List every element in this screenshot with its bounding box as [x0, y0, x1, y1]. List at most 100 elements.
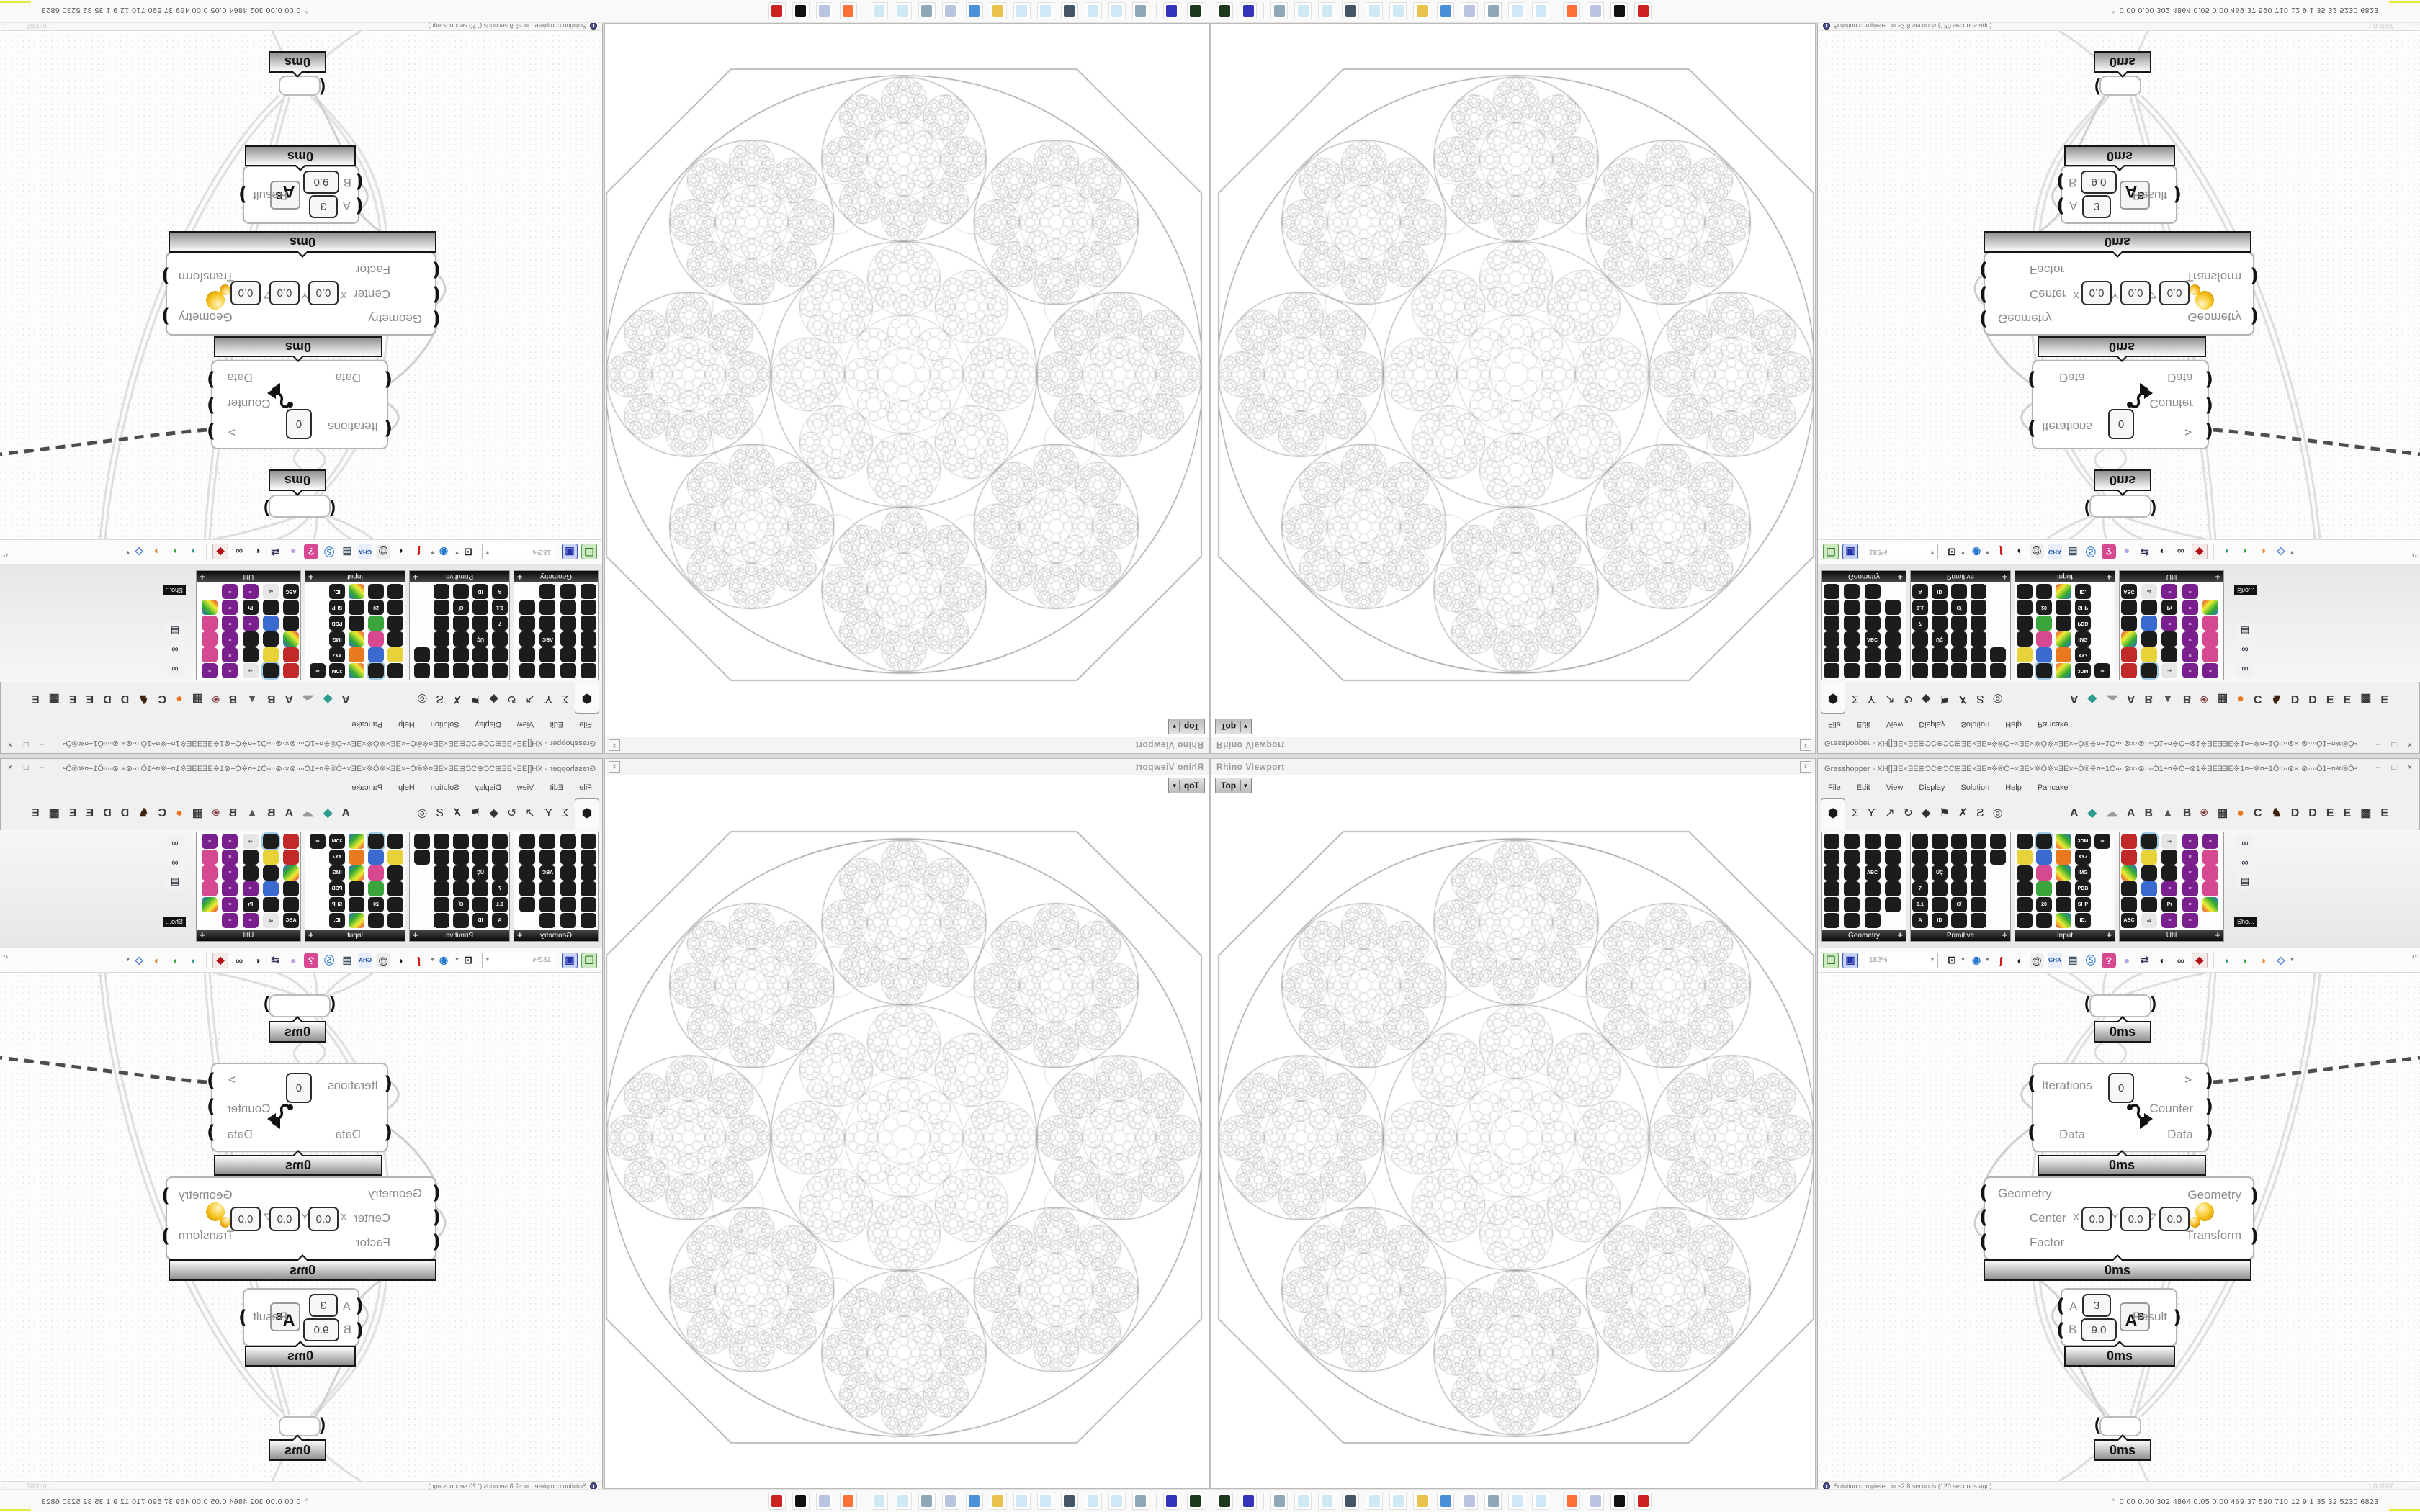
component-icon[interactable] — [2056, 897, 2071, 912]
tab-intersect[interactable]: ✗ — [1958, 693, 1968, 705]
component-icon[interactable] — [368, 616, 384, 631]
component-icon[interactable] — [2141, 616, 2158, 631]
palette-expand-icon[interactable]: ✚ — [2002, 573, 2007, 581]
power-a-value-box[interactable]: 3 — [2082, 195, 2111, 218]
component-icon[interactable] — [560, 600, 576, 615]
component-icon[interactable]: ≡ — [2202, 834, 2218, 849]
palette-expand-icon[interactable]: ✚ — [517, 931, 523, 939]
menu-item-solution[interactable]: Solution — [1960, 783, 1990, 792]
component-icon[interactable] — [1951, 913, 1967, 928]
component-icon[interactable] — [2036, 631, 2052, 647]
component-icon[interactable] — [1864, 584, 1881, 599]
plugin-tab-4[interactable]: B — [2144, 693, 2153, 705]
component-icon[interactable] — [202, 881, 218, 896]
plugin-tab-15[interactable]: E — [68, 807, 77, 819]
definition-canvas[interactable]: ( ) 0ms ( ( ) ) ) Iterations — [0, 31, 602, 539]
profiler-widget[interactable]: 0ms — [1984, 231, 2251, 258]
component-icon[interactable] — [519, 850, 536, 865]
rings-icon[interactable]: ∞ — [236, 954, 243, 966]
component-icon[interactable]: Pr — [2161, 897, 2178, 912]
plugin-tab-17[interactable]: E — [2380, 693, 2388, 705]
component-icon[interactable] — [349, 881, 364, 896]
center-y-value-box[interactable]: 0.0 — [2120, 281, 2151, 305]
component-icon[interactable]: ABC — [539, 631, 556, 647]
palette-expand-icon[interactable]: ✚ — [2002, 931, 2007, 939]
remote-definition-off-icon[interactable]: ∞ — [166, 642, 184, 659]
profiler-widget[interactable]: 0ms — [2094, 51, 2151, 78]
notepad-icon[interactable] — [1013, 2, 1031, 19]
component-icon[interactable] — [283, 897, 299, 912]
profiler-widget[interactable]: 0ms — [214, 1150, 382, 1176]
email-at-icon[interactable]: @ — [376, 544, 391, 559]
component-icon[interactable] — [2202, 616, 2218, 631]
component-icon[interactable] — [453, 865, 469, 881]
loop-start-component[interactable]: ( ( ) ) ) Iterations 0 Data > Counter Da… — [2027, 1063, 2213, 1152]
plugin-tab-7[interactable]: ⍟ — [212, 693, 220, 705]
plugin-tab-13[interactable]: D — [2308, 693, 2317, 705]
print-utility-icon[interactable] — [1132, 2, 1150, 19]
component-icon[interactable] — [1884, 834, 1901, 849]
chevron-down-icon[interactable]: ▼ — [430, 958, 436, 963]
component-icon[interactable]: ID — [472, 584, 488, 599]
component-icon[interactable]: A — [1912, 913, 1928, 928]
component-icon[interactable] — [1951, 616, 1967, 631]
component-icon[interactable] — [1864, 913, 1881, 928]
component-icon[interactable]: ≡ — [222, 616, 238, 631]
component-icon[interactable] — [202, 600, 218, 615]
plugin-tab-14[interactable]: E — [2326, 693, 2334, 705]
component-icon[interactable]: ≡ — [242, 616, 259, 631]
tab-surface[interactable]: ◆ — [1922, 807, 1931, 819]
component-icon[interactable] — [581, 584, 596, 599]
close-icon[interactable]: × — [7, 740, 13, 749]
power-component[interactable]: ( ( ) A 3 B 9.0 AB R — [2056, 166, 2182, 224]
component-icon[interactable] — [2121, 881, 2137, 896]
find-component-icon[interactable]: Ⓢ — [2085, 954, 2096, 966]
component-icon[interactable] — [1884, 600, 1901, 615]
system-monitor-icon[interactable] — [768, 1493, 786, 1510]
notepad-icon[interactable] — [1389, 1493, 1407, 1510]
component-icon[interactable] — [2017, 584, 2033, 599]
menu-item-file[interactable]: File — [579, 720, 592, 729]
data-param-pill[interactable]: ( — [279, 76, 326, 97]
component-icon[interactable] — [1932, 850, 1948, 865]
component-icon[interactable] — [1884, 647, 1901, 662]
profiler-widget[interactable]: 0ms — [2064, 1341, 2175, 1367]
component-icon[interactable] — [2202, 631, 2218, 647]
iterations-value-box[interactable]: 0 — [286, 1073, 312, 1103]
calculator-icon[interactable] — [816, 2, 833, 19]
palette-expand-icon[interactable]: ✚ — [1897, 931, 1903, 939]
center-y-value-box[interactable]: 0.0 — [269, 1207, 300, 1231]
plugin-tab-13[interactable]: D — [103, 807, 112, 819]
palette-expand-icon[interactable]: ✚ — [2215, 573, 2220, 581]
tab-display[interactable]: ◎ — [1992, 807, 2003, 819]
plugin-tab-6[interactable]: B — [228, 693, 238, 705]
component-icon[interactable] — [1971, 865, 1986, 881]
component-icon[interactable] — [387, 616, 403, 631]
notepad-icon[interactable] — [1085, 2, 1102, 19]
component-icon[interactable] — [2017, 631, 2033, 647]
component-icon[interactable]: ∞ — [2094, 834, 2110, 849]
component-icon[interactable] — [519, 881, 536, 896]
component-icon[interactable] — [581, 663, 596, 678]
menu-item-view[interactable]: View — [1886, 720, 1904, 729]
center-x-value-box[interactable]: 0.0 — [2081, 1207, 2112, 1231]
component-icon[interactable] — [472, 834, 488, 849]
component-icon[interactable] — [242, 631, 259, 647]
maximize-icon[interactable]: □ — [2391, 740, 2397, 749]
component-icon[interactable] — [387, 897, 403, 912]
plugin-tab-17[interactable]: E — [32, 693, 40, 705]
zoom-extents-icon[interactable]: ⊡ — [1948, 954, 1956, 966]
component-icon[interactable] — [1844, 616, 1860, 631]
plugin-tab-15[interactable]: E — [2343, 693, 2352, 705]
palette-expand-icon[interactable]: ✚ — [308, 931, 314, 939]
tab-params[interactable]: ⬢ — [575, 798, 599, 830]
component-icon[interactable]: XYZ — [2075, 850, 2091, 865]
center-z-value-box[interactable]: 0.0 — [230, 281, 261, 305]
component-icon[interactable]: 0.1 — [1912, 600, 1928, 615]
sketch-pen-icon[interactable]: ʃ — [1999, 954, 2003, 966]
component-icon[interactable] — [2140, 832, 2159, 850]
plugin-tab-10[interactable]: C — [2253, 807, 2262, 819]
show-canvas-icon[interactable]: ▤ — [166, 622, 184, 639]
component-icon[interactable] — [2141, 865, 2158, 881]
component-icon[interactable]: A — [492, 913, 508, 928]
